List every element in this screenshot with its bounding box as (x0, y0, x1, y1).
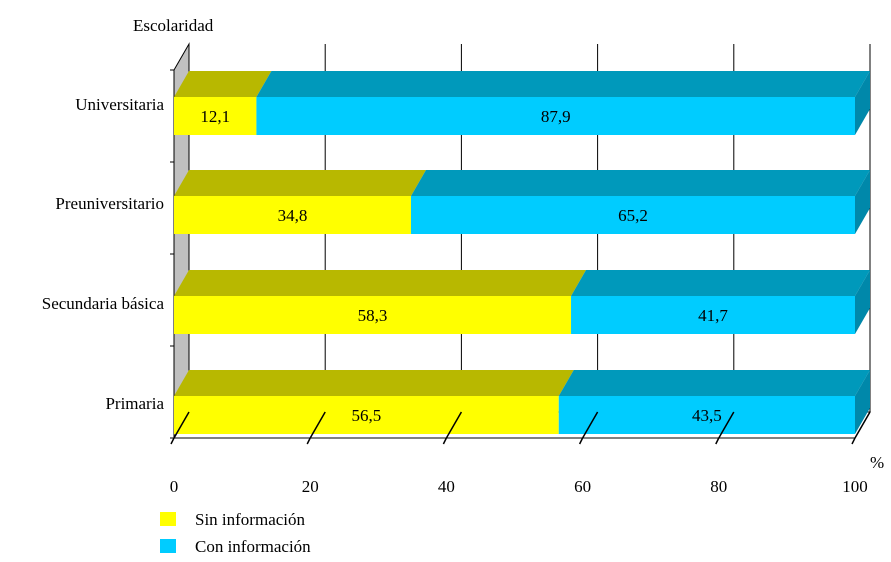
data-label: 58,3 (358, 306, 388, 325)
tick-mark (854, 411, 871, 439)
category-label: Preuniversitario (55, 194, 164, 213)
legend-swatch (160, 539, 176, 553)
bar-top (256, 71, 870, 97)
tick-label: 60 (574, 477, 591, 496)
data-label: 41,7 (698, 306, 728, 325)
tick-mark (309, 411, 326, 439)
tick-mark (445, 411, 463, 439)
data-label: 65,2 (618, 206, 648, 225)
data-label: 87,9 (541, 107, 571, 126)
bar-side (855, 170, 870, 234)
bar (410, 196, 855, 234)
bar (174, 396, 559, 434)
bar-top (558, 370, 870, 396)
x-axis-unit: % (870, 453, 884, 472)
tick-label: 0 (170, 477, 179, 496)
category-labels: Universitaria Preuniversitario Secundaria … (42, 95, 165, 413)
data-label: 12,1 (200, 107, 230, 126)
bar (256, 97, 855, 135)
bar-side (855, 270, 870, 334)
bars: 12,1 87,9 34,8 65,2 58,3 41,7 56,5 43,5 (174, 71, 870, 434)
tick-label: 80 (710, 477, 727, 496)
category-label: Primaria (105, 394, 164, 413)
bar-top (174, 270, 587, 296)
tick-label: 100 (842, 477, 868, 496)
y-axis-title: Escolaridad (133, 16, 214, 35)
bar-side (855, 71, 870, 135)
bar (174, 97, 257, 135)
bar (558, 396, 855, 434)
bar-side (855, 370, 870, 434)
bar-top (174, 170, 426, 196)
tick-mark (442, 437, 448, 445)
tick-mark (851, 437, 856, 445)
bar (174, 296, 572, 334)
tick-mark (306, 437, 311, 445)
bar-top (174, 71, 272, 97)
tick-label: 40 (438, 477, 455, 496)
legend-label: Con información (195, 537, 311, 556)
tick-mark (715, 437, 720, 445)
tick-mark (578, 437, 584, 445)
tick-mark (718, 411, 735, 439)
tick-mark (173, 411, 190, 439)
tick-mark (581, 411, 599, 439)
legend: Sin información Con información (160, 510, 311, 556)
x-axis-ticks: 0 20 40 60 80 100 (170, 411, 871, 496)
legend-swatch (160, 512, 176, 526)
category-label: Universitaria (75, 95, 164, 114)
data-label: 56,5 (352, 406, 382, 425)
bar-top (571, 270, 870, 296)
tick-label: 20 (302, 477, 319, 496)
bar (571, 296, 855, 334)
bar-top (410, 170, 870, 196)
legend-label: Sin información (195, 510, 306, 529)
data-label: 43,5 (692, 406, 722, 425)
tick-mark (170, 437, 175, 445)
category-label: Secundaria básica (42, 294, 165, 313)
bar (174, 196, 411, 234)
bar-top (174, 370, 574, 396)
data-label: 34,8 (278, 206, 308, 225)
